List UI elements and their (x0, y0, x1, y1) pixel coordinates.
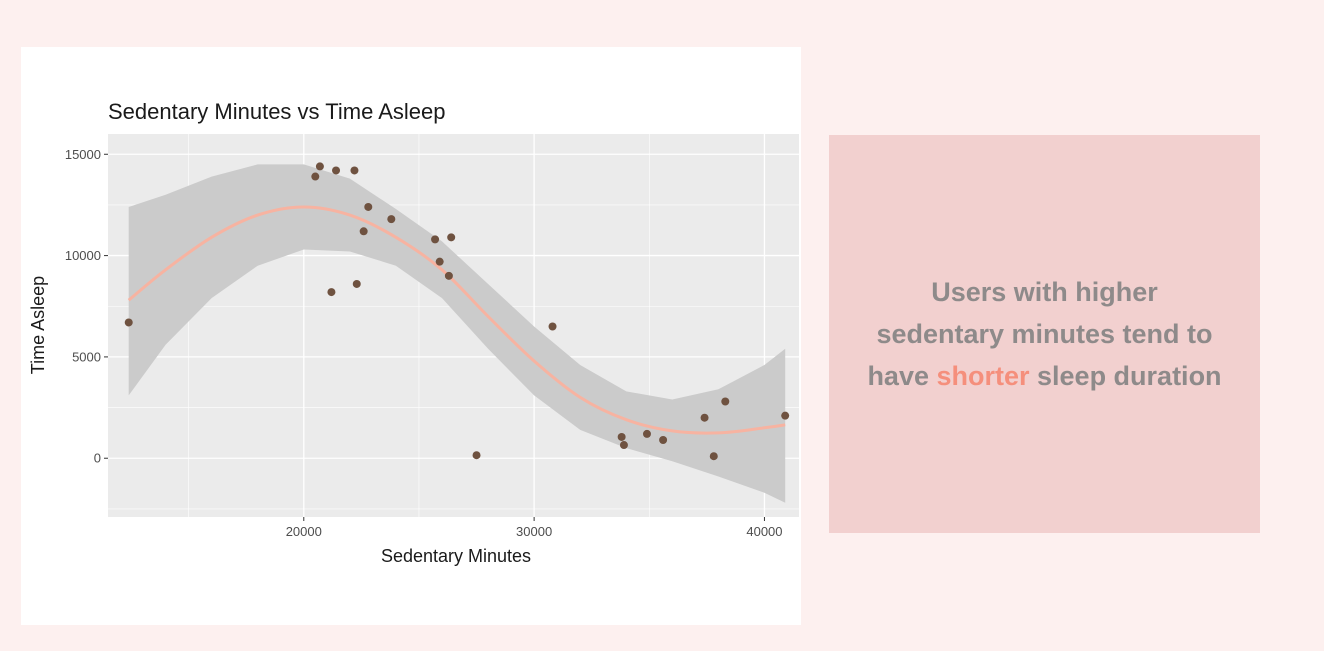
y-tick-label: 0 (94, 451, 101, 466)
data-point (311, 172, 320, 181)
y-tick-label: 5000 (72, 349, 101, 364)
data-point (619, 441, 628, 450)
chart-card: Sedentary Minutes vs Time Asleep 0 5000 10… (21, 47, 801, 625)
data-point (700, 413, 709, 422)
data-point (444, 271, 453, 280)
data-point (447, 233, 456, 242)
data-point (659, 435, 668, 444)
data-point (431, 235, 440, 244)
data-point (315, 162, 324, 171)
data-point (387, 215, 396, 224)
x-tick-label: 20000 (286, 524, 322, 539)
insight-callout: Users with higher sedentary minutes tend… (829, 135, 1260, 533)
data-point (364, 202, 373, 211)
data-point (709, 452, 718, 461)
data-point (472, 451, 481, 460)
y-tick-label: 10000 (65, 248, 101, 263)
chart-title: Sedentary Minutes vs Time Asleep (108, 99, 446, 124)
y-axis-ticks: 0 5000 10000 15000 (65, 147, 108, 466)
scatter-chart: Sedentary Minutes vs Time Asleep 0 5000 10… (28, 99, 799, 566)
insight-text: Users with higher sedentary minutes tend… (865, 271, 1225, 397)
data-points (124, 162, 790, 461)
data-point (617, 432, 626, 441)
data-point (332, 166, 341, 175)
y-tick-label: 15000 (65, 147, 101, 162)
data-point (352, 279, 361, 288)
data-point (350, 166, 359, 175)
smooth-trend-line (127, 205, 786, 435)
x-tick-label: 30000 (516, 524, 552, 539)
x-tick-label: 40000 (746, 524, 782, 539)
insight-highlight-word: shorter (936, 361, 1030, 391)
data-point (642, 429, 651, 438)
insight-text-end: sleep duration (1029, 361, 1222, 391)
insight-text-start: Users with higher sedentary minutes tend… (867, 277, 1213, 391)
data-point (721, 397, 730, 406)
x-axis-label: Sedentary Minutes (381, 546, 531, 566)
data-point (327, 288, 336, 297)
x-axis-ticks: 20000 30000 40000 (286, 517, 783, 539)
data-point (781, 411, 790, 420)
data-point (124, 318, 133, 327)
data-point (359, 227, 368, 236)
data-point (435, 257, 444, 266)
y-axis-label: Time Asleep (28, 276, 48, 374)
data-point (548, 322, 557, 331)
